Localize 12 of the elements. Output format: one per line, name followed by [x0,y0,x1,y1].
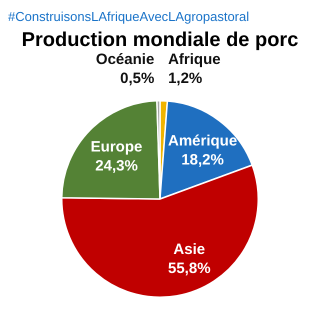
data-label: 1,2% [168,70,202,87]
slice-label: Amérique [168,132,238,150]
text: #ConstruisonsLAfriqueAvecLAgropastoral [8,8,250,25]
data-label: 24,3% [95,157,138,174]
chart-title: Production mondiale de porc [20,29,300,52]
data-label: 18,2% [181,152,224,169]
slice-label: Europe [90,138,142,156]
slice-label: Océanie [96,50,154,68]
slice-label: Afrique [168,50,221,68]
slice-label: Asie [173,241,206,258]
data-label: 0,5% [120,70,154,87]
data-label: 55,8% [168,260,211,278]
